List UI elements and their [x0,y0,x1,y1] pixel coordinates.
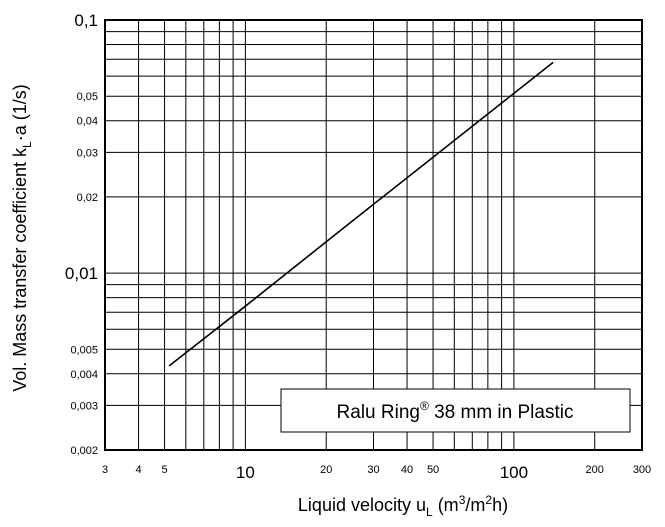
y-tick-label: 0,005 [70,344,98,356]
labels: 3 4 5 10 20 30 40 50 100 200 300 0,002 0,003 0,004 0,0… [65,11,651,482]
x-title-text: h) [492,495,508,515]
y-tick-label: 0,02 [77,192,98,204]
y-tick-label: 0,03 [77,147,98,159]
x-tick-label: 200 [586,464,604,476]
x-tick-label: 300 [633,464,651,476]
y-title-text: ·a (1/s) [10,84,30,141]
x-tick-label: 20 [320,464,332,476]
marks [168,61,554,367]
y-tick-label: 0,004 [70,369,98,381]
x-tick-label: 3 [102,464,108,476]
x-title-text: Liquid velocity u [298,495,426,515]
y-tick-label: 0,1 [74,11,98,30]
y-tick-label: 0,002 [70,445,98,457]
annotation: Ralu Ring® 38 mm in Plastic [337,399,574,423]
x-tick-label: 30 [367,464,379,476]
x-title-text: (m [433,495,459,515]
y-title-text: Vol. Mass transfer coefficient k [10,147,30,392]
x-tick-label: 100 [500,463,528,482]
y-title-sub: L [20,141,34,148]
x-tick-label: 10 [236,463,255,482]
annotation-text: 38 mm in Plastic [429,402,574,423]
x-tick-label: 5 [162,464,168,476]
data-line [168,61,554,367]
grid [104,19,643,451]
x-title-text: /m [465,495,485,515]
x-tick-label: 50 [427,464,439,476]
x-tick-label: 4 [135,464,141,476]
plot-frame [104,19,643,451]
x-tick-label: 40 [401,464,413,476]
x-title-sup: 3 [459,493,466,507]
y-tick-label: 0,003 [70,400,98,412]
x-title-sup: 2 [485,493,492,507]
annotation-text: Ralu Ring [337,402,420,423]
y-tick-label: 0,04 [77,116,98,128]
y-tick-label: 0,05 [77,91,98,103]
x-title-sub: L [426,505,433,519]
annotation-sup: ® [420,399,429,413]
y-axis-title: Vol. Mass transfer coefficient kL·a (1/s… [10,84,34,391]
y-tick-label: 0,01 [65,264,98,283]
annotation-box [280,388,631,433]
x-axis-title: Liquid velocity uL (m3/m2h) [298,493,508,519]
